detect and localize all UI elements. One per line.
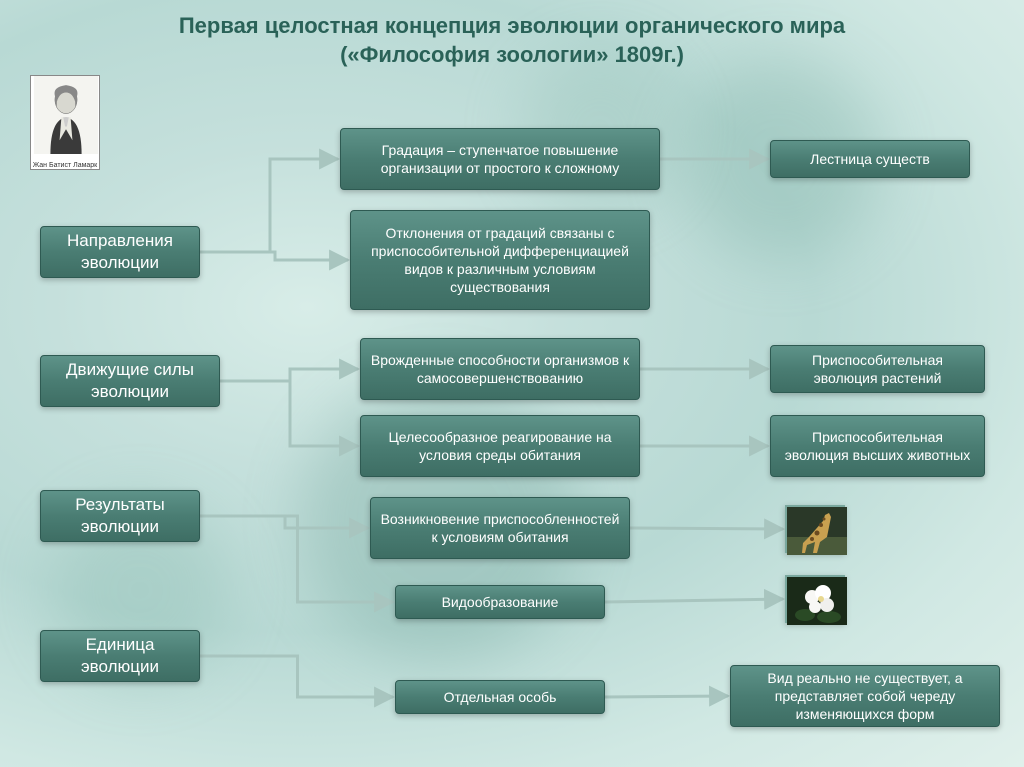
flower-image (785, 575, 845, 623)
giraffe-image (785, 505, 845, 553)
arrow-forces-react (220, 381, 358, 446)
arrow-ind-real (605, 696, 728, 697)
node-real: Вид реально не существует, а представляе… (730, 665, 1000, 727)
title-line-1: Первая целостная концепция эволюции орга… (179, 13, 845, 38)
node-innate: Врожденные способности организмов к само… (360, 338, 640, 400)
node-dev: Отклонения от градаций связаны с приспос… (350, 210, 650, 310)
arrow-adapt-giraffe (630, 528, 783, 529)
node-animals: Приспособительная эволюция высших животн… (770, 415, 985, 477)
node-forces: Движущие силы эволюции (40, 355, 220, 407)
arrow-unit-ind (200, 656, 393, 697)
node-adapt: Возникновение приспособленностей к услов… (370, 497, 630, 559)
arrow-forces-innate (220, 369, 358, 381)
arrow-results-adapt (200, 516, 368, 528)
page-title: Первая целостная концепция эволюции орга… (0, 0, 1024, 69)
node-results: Результаты эволюции (40, 490, 200, 542)
node-ladder: Лестница существ (770, 140, 970, 178)
node-grad: Градация – ступенчатое повышение организ… (340, 128, 660, 190)
arrow-dir-dev (200, 252, 348, 260)
node-react: Целесообразное реагирование на условия с… (360, 415, 640, 477)
portrait-caption: Жан Батист Ламарк (31, 162, 99, 169)
arrow-dir-grad (200, 159, 338, 252)
node-ind: Отдельная особь (395, 680, 605, 714)
title-line-2: («Философия зоологии» 1809г.) (340, 42, 684, 67)
node-plants: Приспособительная эволюция растений (770, 345, 985, 393)
lamarck-portrait: Жан Батист Ламарк (30, 75, 100, 170)
arrow-spec-flower (605, 599, 783, 602)
node-unit: Единица эволюции (40, 630, 200, 682)
node-dir: Направления эволюции (40, 226, 200, 278)
node-spec: Видообразование (395, 585, 605, 619)
